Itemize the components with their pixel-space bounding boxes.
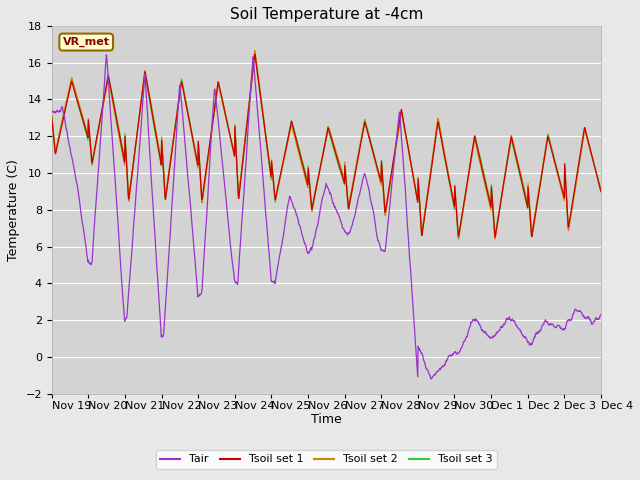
- Text: VR_met: VR_met: [63, 37, 109, 47]
- Title: Soil Temperature at -4cm: Soil Temperature at -4cm: [230, 7, 423, 22]
- Legend: Tair, Tsoil set 1, Tsoil set 2, Tsoil set 3: Tair, Tsoil set 1, Tsoil set 2, Tsoil se…: [156, 450, 497, 469]
- Y-axis label: Temperature (C): Temperature (C): [7, 159, 20, 261]
- X-axis label: Time: Time: [311, 413, 342, 426]
